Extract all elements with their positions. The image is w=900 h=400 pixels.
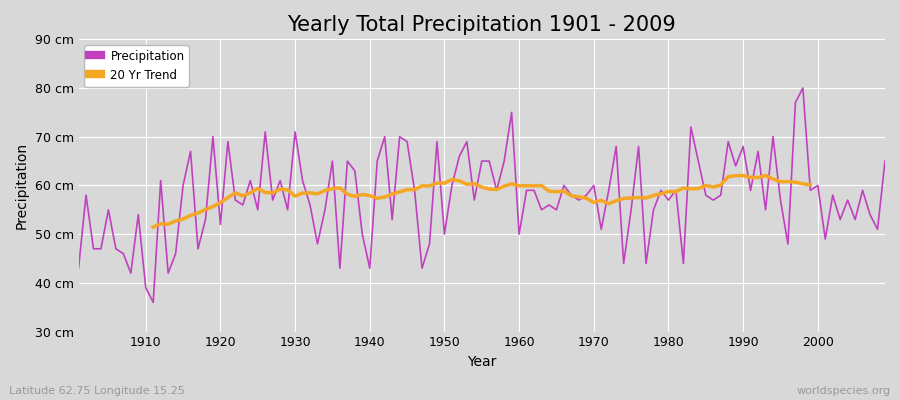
20 Yr Trend [484,187,495,192]
20 Yr Trend [401,187,412,192]
Precipitation [304,202,315,207]
20 Yr Trend [730,173,741,178]
20 Yr Trend [230,190,241,195]
20 Yr Trend [148,224,158,229]
20 Yr Trend [283,188,293,192]
Line: Precipitation: Precipitation [78,88,885,302]
Legend: Precipitation, 20 Yr Trend: Precipitation, 20 Yr Trend [85,45,189,86]
X-axis label: Year: Year [467,355,497,369]
Precipitation [133,212,144,217]
Precipitation [514,232,525,236]
Y-axis label: Precipitation: Precipitation [15,142,29,229]
20 Yr Trend [805,182,815,187]
Line: 20 Yr Trend: 20 Yr Trend [153,176,810,227]
Precipitation [611,144,622,149]
Precipitation [521,188,532,193]
20 Yr Trend [215,200,226,205]
Precipitation [349,168,360,173]
Precipitation [73,266,84,271]
Precipitation [879,159,890,164]
Text: Latitude 62.75 Longitude 15.25: Latitude 62.75 Longitude 15.25 [9,386,184,396]
20 Yr Trend [738,173,749,178]
Precipitation [797,86,808,90]
Title: Yearly Total Precipitation 1901 - 2009: Yearly Total Precipitation 1901 - 2009 [287,15,676,35]
Text: worldspecies.org: worldspecies.org [796,386,891,396]
Precipitation [148,300,158,305]
